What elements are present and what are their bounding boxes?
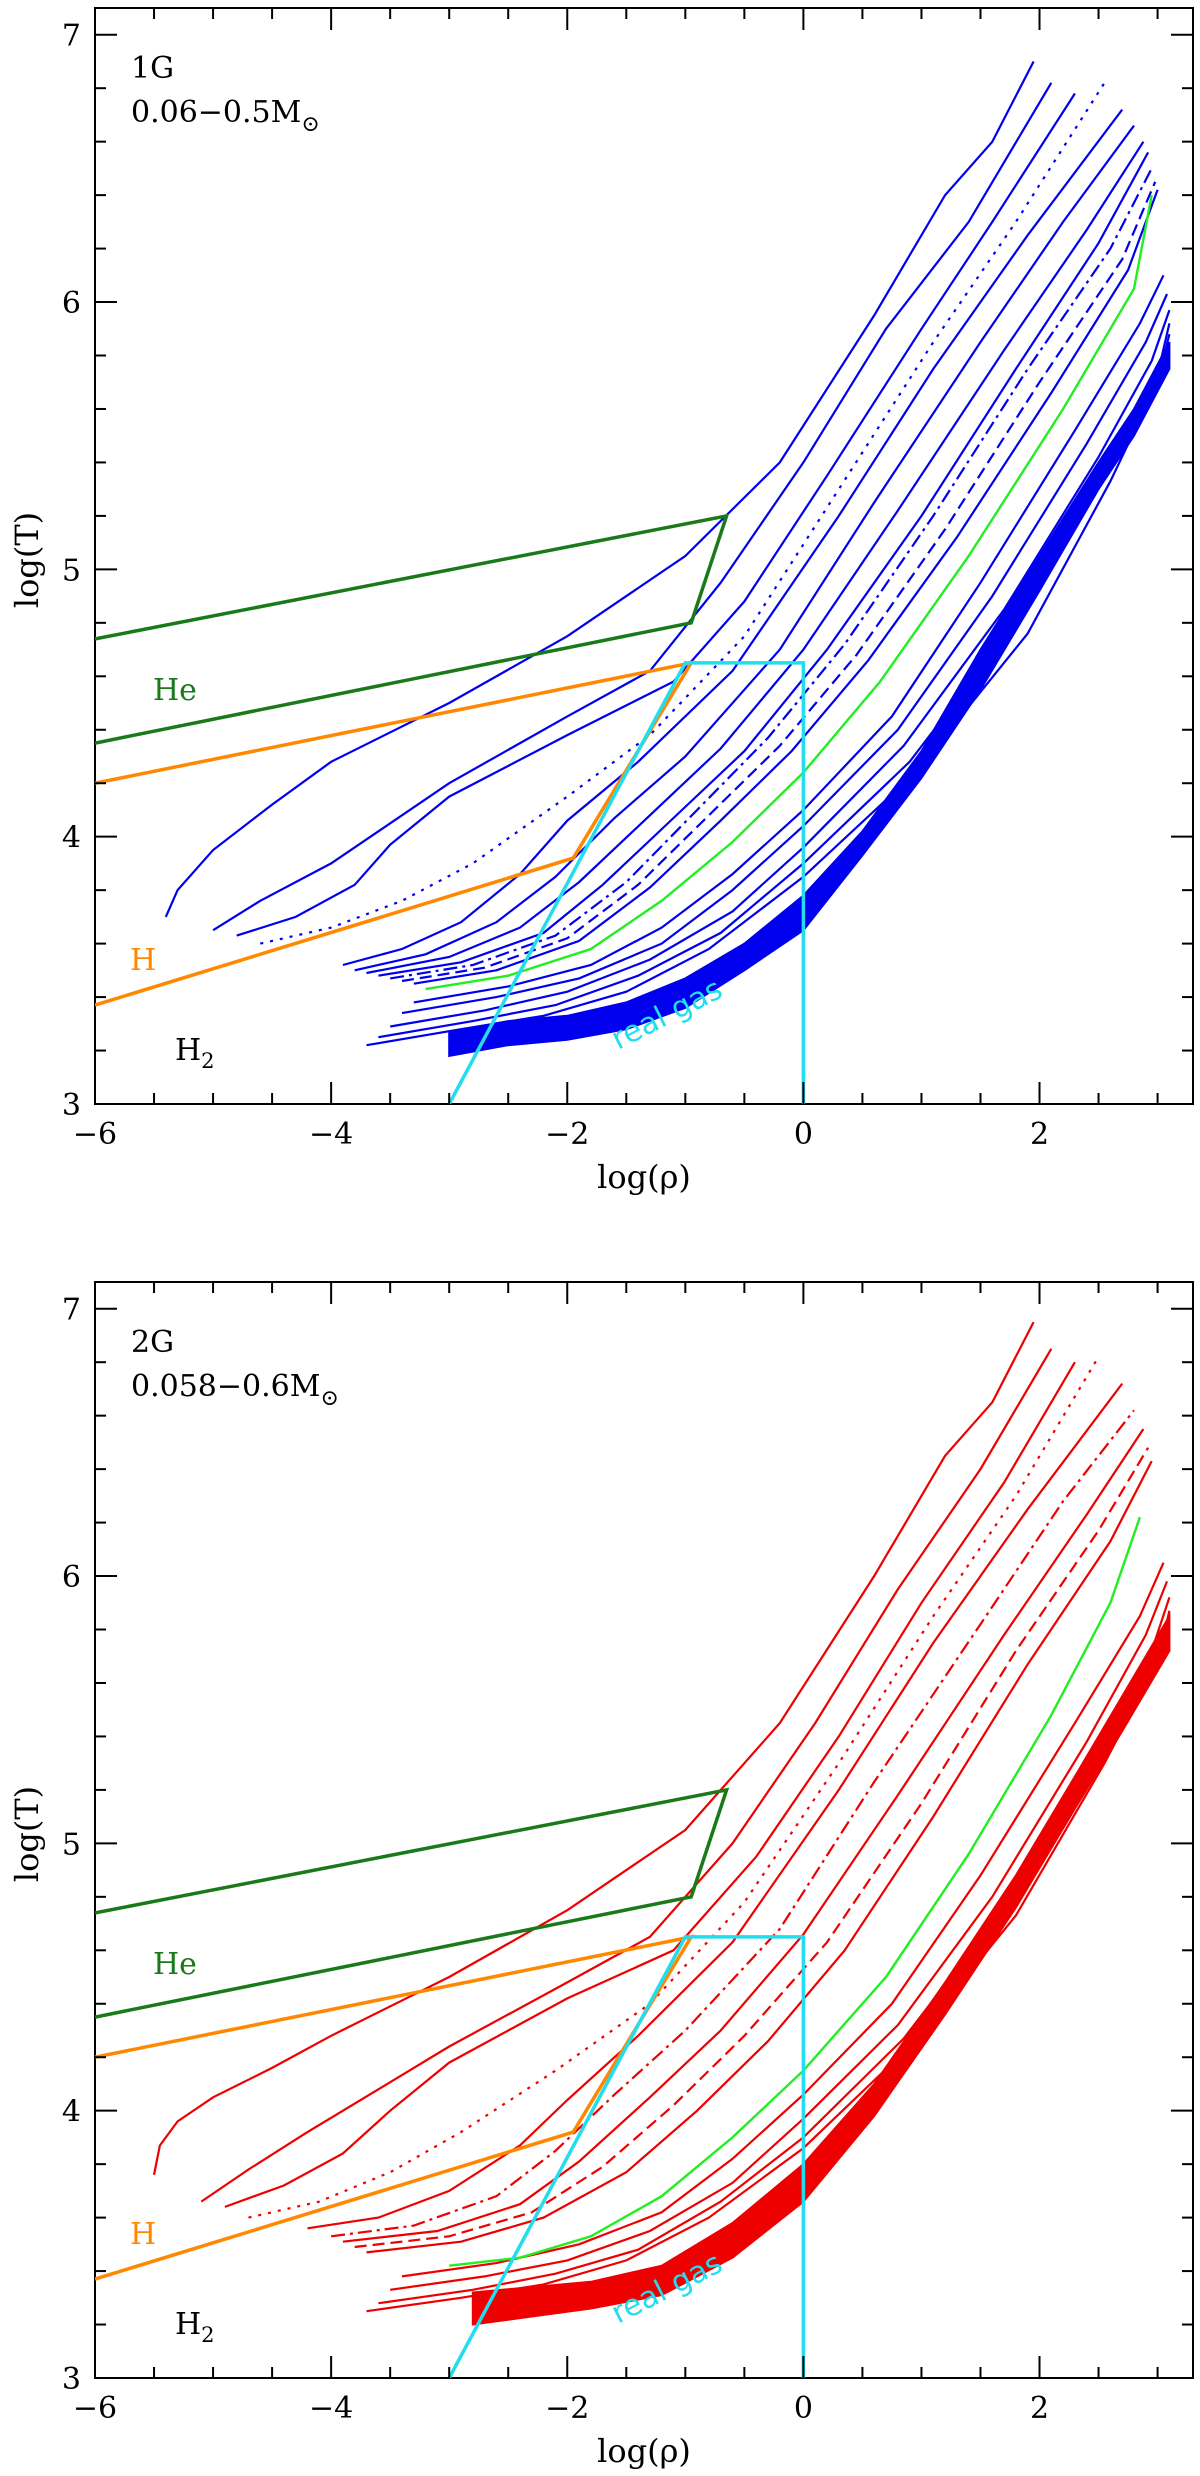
x-tick-label: −6: [73, 1117, 117, 1152]
x-tick-label: −2: [545, 2391, 589, 2426]
track-line: [330, 1409, 1135, 2238]
real-gas-boundary: [447, 1935, 806, 2378]
y-axis-label: log(T): [8, 1786, 46, 1882]
mass-range-label: 0.06−0.5M⊙: [131, 95, 320, 137]
x-tick-label: −4: [309, 1117, 353, 1152]
he-ionization-boundary: [95, 513, 730, 745]
y-tick-label: 4: [62, 821, 81, 856]
axis-tick-labels: −6 −4 −2 0 2 3 4 5 6 7: [62, 19, 1049, 1152]
h-label: H: [130, 943, 156, 978]
real-gas-boundary: [447, 661, 806, 1104]
track-line: [342, 1428, 1145, 2243]
plot-frame: [94, 1281, 1194, 2379]
y-tick-label: 5: [62, 1827, 81, 1862]
x-tick-label: 0: [794, 2391, 813, 2426]
y-tick-label: 6: [62, 1560, 81, 1595]
panel-label: 2G: [131, 1325, 174, 1360]
track-line: [366, 141, 1145, 975]
panel-label: 1G: [131, 51, 174, 86]
track-line: [236, 92, 1076, 937]
track-line: [413, 189, 1159, 985]
mass-range-label: 0.058−0.6M⊙: [131, 1369, 339, 1411]
y-tick-label: 3: [62, 1088, 81, 1123]
x-axis-label: log(ρ): [597, 2432, 691, 2470]
y-axis-label: log(T): [8, 512, 46, 608]
track-line: [307, 1382, 1124, 2230]
track-line: [390, 167, 1153, 980]
y-tick-label: 6: [62, 286, 81, 321]
y-tick-label: 5: [62, 553, 81, 588]
track-line: [366, 1460, 1153, 2254]
y-tick-label: 3: [62, 2362, 81, 2397]
dense-track-band: [471, 1612, 1171, 2326]
plot-area: [95, 60, 1171, 1104]
track-line: [354, 124, 1135, 972]
x-tick-label: 0: [794, 1117, 813, 1152]
x-tick-label: −6: [73, 2391, 117, 2426]
track-line: [378, 151, 1150, 977]
y-tick-label: 7: [62, 19, 81, 54]
h-ionization-boundary: [95, 660, 695, 1007]
dense-track-band: [448, 341, 1171, 1058]
plot-area: [95, 1321, 1171, 2378]
y-tick-label: 4: [62, 2095, 81, 2130]
track-line: [212, 82, 1053, 932]
x-tick-label: 2: [1030, 2391, 1049, 2426]
h-label: H: [130, 2217, 156, 2252]
track-line: [342, 108, 1124, 967]
axis-ticks: [94, 1282, 1193, 2379]
x-axis-label: log(ρ): [597, 1158, 691, 1196]
track-line: [260, 82, 1106, 945]
track-line: [401, 181, 1157, 983]
track-line: [224, 1361, 1076, 2208]
h2-label: H2: [175, 1033, 215, 1073]
track-line: [413, 274, 1165, 1004]
plot-frame: [94, 7, 1194, 1105]
track-line: [248, 1356, 1100, 2219]
track-line: [354, 1447, 1150, 2249]
he-label: He: [153, 1947, 197, 1982]
axis-tick-labels: −6 −4 −2 0 2 3 4 5 6 7: [62, 1293, 1049, 2426]
track-line: [401, 1562, 1165, 2278]
x-tick-label: 2: [1030, 1117, 1049, 1152]
x-tick-label: −2: [545, 1117, 589, 1152]
track-line: [164, 60, 1035, 918]
y-tick-label: 7: [62, 1293, 81, 1328]
h2-label: H2: [175, 2307, 215, 2347]
he-label: He: [153, 673, 197, 708]
track-line: [152, 1321, 1035, 2176]
he-ionization-boundary: [95, 1787, 730, 2019]
x-tick-label: −4: [309, 2391, 353, 2426]
axis-ticks: [94, 8, 1193, 1105]
track-line: [200, 1348, 1053, 2203]
